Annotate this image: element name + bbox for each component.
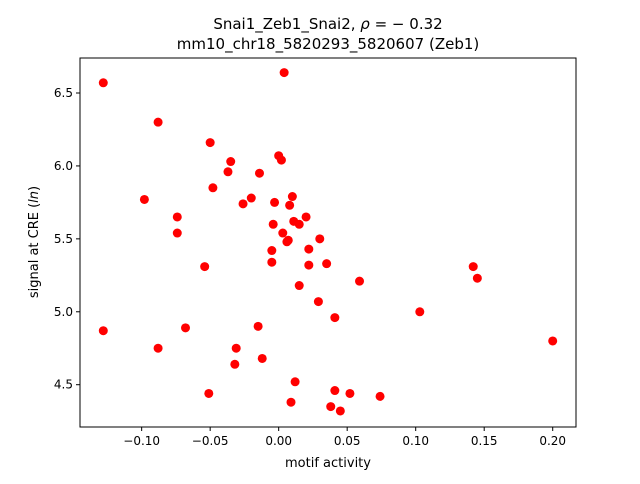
x-tick-label: 0.00 [265,434,292,448]
data-point [181,323,191,333]
data-point [205,138,215,148]
data-point [315,234,325,244]
chart-title-line1: Snai1_Zeb1_Snai2, ρ = − 0.32 [213,15,442,34]
data-point [290,377,300,387]
data-point [231,343,241,353]
data-point [246,193,256,203]
data-point [415,307,425,317]
title-prefix: Snai1_Zeb1_Snai2, [213,15,360,34]
data-point [304,244,314,254]
data-point [287,192,297,202]
data-point [283,235,293,245]
data-point [286,397,296,407]
data-point [355,276,365,286]
data-point [98,326,108,336]
data-point [268,219,278,229]
y-axis-label: signal at CRE (ln) [27,186,42,298]
data-point [238,199,248,209]
data-point [322,259,332,269]
data-point [285,200,295,210]
x-tick-label: 0.15 [471,434,498,448]
data-point [254,168,264,178]
data-point [313,297,323,307]
data-point [208,183,218,193]
y-tick-label: 4.5 [54,378,73,392]
data-point [139,194,149,204]
data-point [267,257,277,267]
data-point [330,386,340,396]
x-axis-label: motif activity [285,456,371,471]
data-point [276,155,286,165]
y-axis-label-suffix: ) [27,186,42,191]
x-axis-ticks: −0.10 −0.05 0.00 0.05 0.10 0.15 0.20 [123,427,566,448]
data-point [472,273,482,283]
data-point [335,406,345,416]
data-point [172,228,182,238]
chart-title-line2: mm10_chr18_5820293_5820607 (Zeb1) [177,35,479,54]
data-point [223,167,233,177]
y-axis-label-prefix: signal at CRE ( [27,203,42,298]
y-tick-label: 5.5 [54,232,73,246]
data-point [153,343,163,353]
y-tick-label: 6.5 [54,86,73,100]
data-point [326,402,336,412]
data-point [153,117,163,127]
data-point [267,246,277,256]
x-tick-label: 0.05 [334,434,361,448]
title-suffix: = − 0.32 [370,15,443,33]
data-point [304,260,314,270]
data-point [345,388,355,398]
data-point [294,281,304,291]
data-points [98,68,558,416]
plot-frame [79,57,577,428]
data-point [200,262,210,272]
x-tick-label: 0.20 [539,434,566,448]
x-tick-label: −0.10 [123,434,160,448]
data-point [279,68,289,78]
data-point [548,336,558,346]
data-point [301,212,311,222]
data-point [98,78,108,88]
data-point [468,262,478,272]
data-point [230,359,240,369]
data-point [257,353,267,363]
data-point [172,212,182,222]
y-tick-label: 5.0 [54,305,73,319]
title-rho: ρ [360,15,370,33]
data-point [270,197,280,207]
data-point [204,388,214,398]
data-point [278,228,288,238]
x-tick-label: 0.10 [402,434,429,448]
data-point [330,313,340,323]
data-point [253,321,263,331]
y-axis-label-italic: ln [27,191,42,203]
data-point [226,157,236,167]
y-tick-label: 6.0 [54,159,73,173]
y-axis-ticks: 4.5 5.0 5.5 6.0 6.5 [54,86,80,392]
x-tick-label: −0.05 [192,434,229,448]
data-point [294,219,304,229]
data-point [375,391,385,401]
